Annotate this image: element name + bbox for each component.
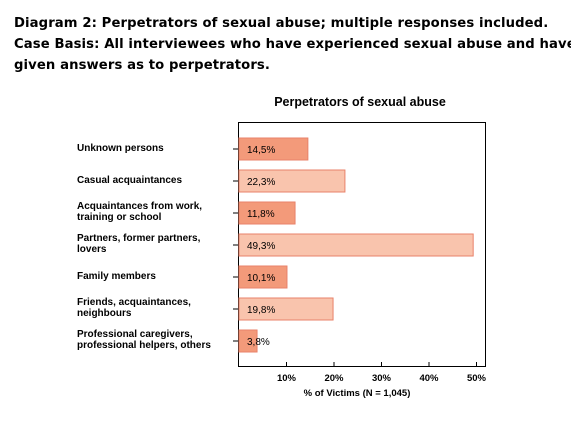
x-axis-label: % of Victims (N = 1,045) — [303, 388, 411, 399]
category-label-line: Acquaintances from work, — [77, 201, 203, 212]
x-tick-label: 10% — [277, 373, 297, 384]
category-label-line: professional helpers, others — [77, 340, 211, 351]
category-label-line: Family members — [77, 270, 156, 282]
bar — [238, 265, 288, 289]
data-label: 11,8% — [247, 209, 275, 220]
bar — [238, 201, 296, 225]
category-label-line: Professional caregivers, — [77, 329, 193, 340]
category-label-line: Unknown persons — [77, 142, 164, 154]
category-label: Professional caregivers, professional hel… — [77, 329, 237, 351]
figure-caption: Diagram 2: Perpetrators of sexual abuse;… — [14, 13, 571, 76]
category-label: Acquaintances from work, training or scho… — [77, 201, 237, 223]
category-label-line: Partners, former partners, — [77, 233, 201, 244]
bar — [238, 297, 334, 321]
category-label: Casual acquaintances — [77, 175, 237, 186]
category-label-line: neighbours — [77, 308, 132, 319]
data-label: 22,3% — [247, 177, 275, 188]
category-label: Friends, acquaintances, neighbours — [77, 297, 237, 319]
data-label: 3,8% — [247, 337, 270, 348]
category-label-line: Friends, acquaintances, — [77, 297, 191, 308]
category-label-line: lovers — [77, 244, 107, 255]
data-label: 49,3% — [247, 241, 275, 252]
caption-line-2: Case Basis: All interviewees who have ex… — [14, 37, 571, 52]
chart-title: Perpetrators of sexual abuse — [274, 95, 446, 109]
category-label: Family members — [77, 271, 237, 282]
caption-line-1: Diagram 2: Perpetrators of sexual abuse;… — [14, 16, 549, 31]
x-tick-label: 40% — [419, 373, 439, 384]
caption-line-3: given answers as to perpetrators. — [14, 58, 270, 73]
bar — [238, 233, 474, 257]
category-label-line: training or school — [77, 212, 162, 223]
x-tick-label: 50% — [467, 373, 487, 384]
bar — [238, 329, 258, 353]
category-label: Unknown persons — [77, 143, 237, 154]
data-label: 14,5% — [247, 145, 275, 156]
data-label: 19,8% — [247, 305, 275, 316]
data-label: 10,1% — [247, 273, 275, 284]
bar — [238, 169, 346, 193]
x-tick-label: 20% — [324, 373, 344, 384]
category-label-line: Casual acquaintances — [77, 174, 183, 186]
bar — [238, 137, 309, 161]
x-tick-label: 30% — [372, 373, 392, 384]
category-label: Partners, former partners, lovers — [77, 233, 237, 255]
